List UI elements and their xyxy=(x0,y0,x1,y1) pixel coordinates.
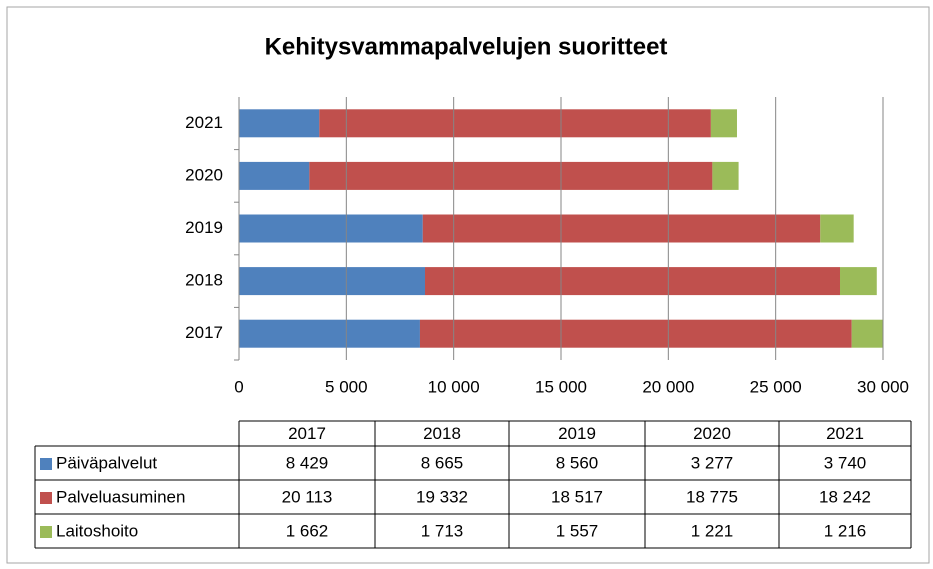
table-header: 2017 xyxy=(288,424,326,443)
bar xyxy=(820,214,854,243)
legend-swatch xyxy=(40,526,52,538)
table-cell: 8 560 xyxy=(556,453,599,472)
chart-title: Kehitysvammapalvelujen suoritteet xyxy=(265,33,668,60)
x-tick-label: 10 000 xyxy=(428,377,480,396)
x-tick-label: 25 000 xyxy=(750,377,802,396)
table-cell: 1 713 xyxy=(421,521,464,540)
table-cell: 8 665 xyxy=(421,453,464,472)
table-header: 2020 xyxy=(693,424,731,443)
table-cell: 1 557 xyxy=(556,521,599,540)
table-cell: 1 662 xyxy=(286,521,329,540)
y-tick-label: 2018 xyxy=(185,271,223,290)
bar xyxy=(712,161,739,190)
legend-label: Palveluasuminen xyxy=(56,487,185,506)
y-tick-label: 2019 xyxy=(185,218,223,237)
table-header: 2018 xyxy=(423,424,461,443)
table-cell: 19 332 xyxy=(416,487,468,506)
bar xyxy=(239,214,423,243)
bar xyxy=(422,214,821,243)
table-header: 2019 xyxy=(558,424,596,443)
x-tick-label: 5 000 xyxy=(325,377,368,396)
table-header: 2021 xyxy=(826,424,864,443)
bar xyxy=(425,267,841,296)
bar xyxy=(239,319,420,348)
bar xyxy=(419,319,852,348)
bar xyxy=(239,267,426,296)
legend-swatch xyxy=(40,492,52,504)
x-tick-label: 0 xyxy=(234,377,243,396)
y-tick-label: 2017 xyxy=(185,323,223,342)
table-cell: 3 277 xyxy=(691,453,734,472)
table-cell: 18 242 xyxy=(819,487,871,506)
bar xyxy=(319,109,711,138)
table-cell: 18 775 xyxy=(686,487,738,506)
x-tick-label: 15 000 xyxy=(535,377,587,396)
bar xyxy=(851,319,883,348)
bar xyxy=(840,267,877,296)
table-cell: 18 517 xyxy=(551,487,603,506)
y-tick-label: 2020 xyxy=(185,165,223,184)
legend-label: Päiväpalvelut xyxy=(56,453,157,472)
legend-label: Laitoshoito xyxy=(56,521,138,540)
legend-swatch xyxy=(40,458,52,470)
table-cell: 3 740 xyxy=(824,453,867,472)
table-cell: 1 216 xyxy=(824,521,867,540)
bar xyxy=(239,161,310,190)
table-cell: 1 221 xyxy=(691,521,734,540)
table-cell: 8 429 xyxy=(286,453,329,472)
y-tick-label: 2021 xyxy=(185,113,223,132)
x-tick-label: 30 000 xyxy=(857,377,909,396)
x-tick-label: 20 000 xyxy=(642,377,694,396)
table-cell: 20 113 xyxy=(282,487,333,506)
bar xyxy=(309,161,713,190)
bar xyxy=(239,109,320,138)
bar xyxy=(710,109,737,138)
